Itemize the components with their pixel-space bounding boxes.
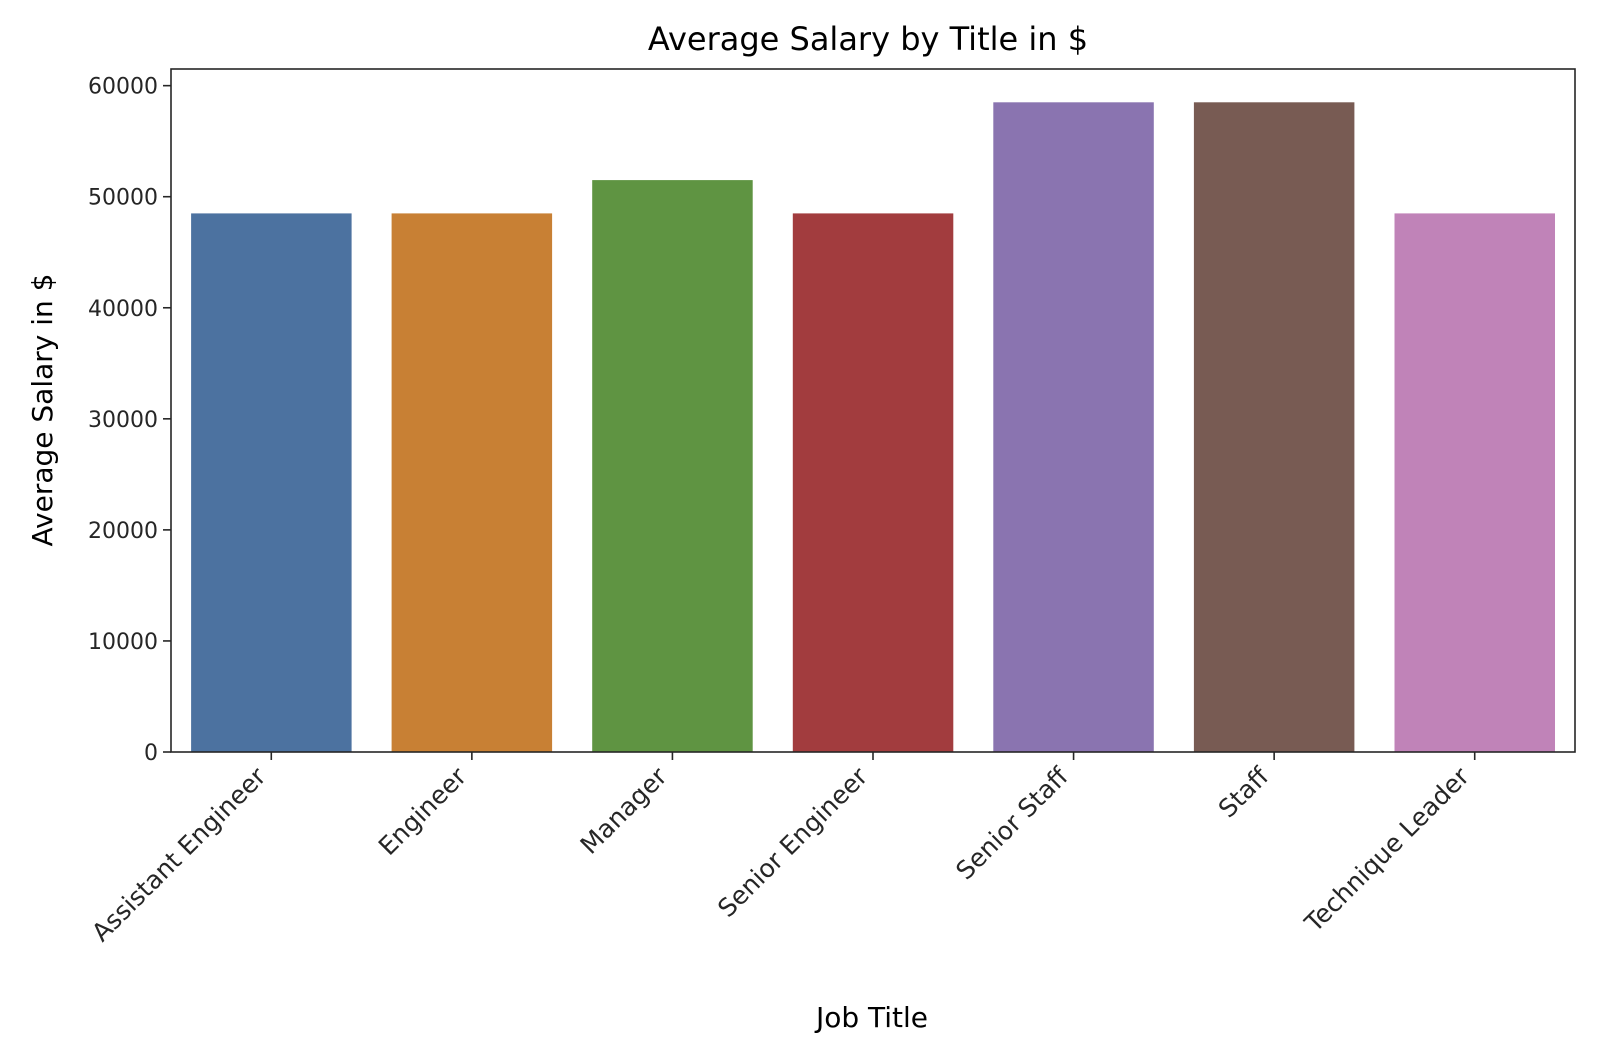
- bar-engineer: [391, 213, 553, 752]
- chart-title: Average Salary by Title in $: [648, 20, 1088, 58]
- y-axis-label: Average Salary in $: [26, 274, 59, 547]
- bar-staff: [1193, 102, 1355, 753]
- x-axis-label: Job Title: [814, 1001, 928, 1034]
- y-tick-label: 50000: [88, 186, 158, 211]
- y-tick-label: 30000: [88, 408, 158, 433]
- y-tick-label: 20000: [88, 519, 158, 544]
- x-tick-label: Technique Leader: [1299, 761, 1476, 938]
- x-tick-label: Assistant Engineer: [86, 761, 272, 947]
- x-axis: Assistant Engineer Engineer Manager Senior …: [86, 752, 1476, 947]
- x-tick-label: Staff: [1213, 761, 1275, 823]
- y-tick-label: 60000: [88, 75, 158, 100]
- x-tick-label: Senior Staff: [950, 761, 1074, 885]
- y-tick-label: 40000: [88, 297, 158, 322]
- x-tick-label: Senior Engineer: [712, 761, 874, 923]
- y-tick-label: 0: [144, 741, 158, 766]
- bar-manager: [592, 180, 753, 753]
- bars-layer: [191, 102, 1555, 753]
- bar-senior-staff: [993, 102, 1154, 753]
- bar-assistant-engineer: [191, 213, 352, 752]
- x-tick-label: Engineer: [373, 761, 473, 861]
- x-tick-label: Manager: [575, 761, 674, 860]
- y-tick-label: 10000: [88, 630, 158, 655]
- bar-senior-engineer: [792, 213, 954, 752]
- y-axis: 0 10000 20000 30000 40000 50000 60000: [88, 75, 171, 766]
- bar-technique-leader: [1394, 213, 1555, 752]
